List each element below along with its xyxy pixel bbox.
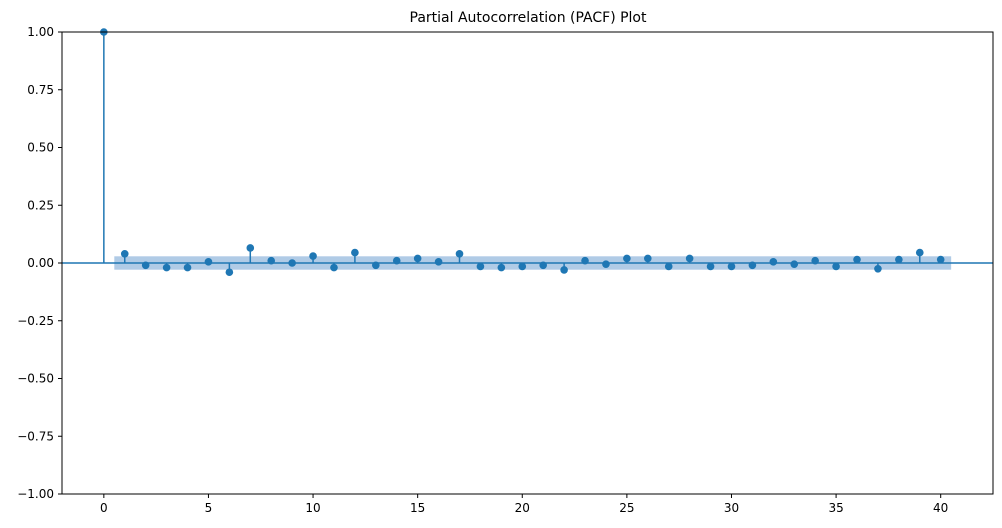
pacf-point [162,263,171,272]
pacf-point [225,268,234,277]
pacf-point [455,249,464,258]
y-tick-label: 0.50 [27,141,54,155]
pacf-point [372,261,380,270]
pacf-point [769,258,778,266]
pacf-point [874,264,882,273]
pacf-point [936,255,945,264]
pacf-point [727,262,736,271]
x-tick-label: 35 [828,501,843,515]
y-tick-label: 1.00 [27,25,54,39]
pacf-point [560,266,568,274]
x-tick-label: 40 [933,501,948,515]
y-tick-label: −0.50 [17,372,54,386]
pacf-point [853,255,861,264]
pacf-point [895,255,903,264]
pacf-point [330,263,338,272]
pacf-point [811,256,819,265]
pacf-point [623,254,631,263]
pacf-point [643,254,652,263]
pacf-point [581,256,589,265]
pacf-point [120,249,129,258]
pacf-point [204,258,213,266]
x-tick-label: 25 [619,501,634,515]
pacf-point [832,262,840,271]
pacf-point [685,254,694,263]
pacf-point [434,258,443,266]
pacf-point [288,259,296,267]
y-tick-label: 0.00 [27,256,54,270]
pacf-point [664,262,673,271]
x-tick-label: 0 [100,501,108,515]
pacf-point [706,262,715,271]
pacf-point [392,256,401,265]
y-tick-label: −0.75 [17,429,54,443]
x-axis: 0 5 10 15 20 25 30 35 40 [100,494,948,515]
pacf-point [915,248,924,257]
x-tick-label: 30 [724,501,739,515]
pacf-point [602,260,610,268]
x-tick-label: 20 [515,501,530,515]
y-tick-label: 0.25 [27,198,54,212]
pacf-point [413,254,422,263]
y-axis: −1.00 −0.75 −0.50 −0.25 0.00 0.25 0.50 0.75 1.00 [17,25,62,501]
pacf-point [141,261,150,270]
pacf-point [183,263,192,272]
pacf-point [539,261,547,270]
x-tick-label: 15 [410,501,425,515]
pacf-point [267,256,276,265]
pacf-point [518,262,527,271]
plot-area [62,28,993,277]
y-tick-label: 0.75 [27,83,54,97]
pacf-point [309,252,317,260]
pacf-point [748,261,757,270]
y-tick-label: −1.00 [17,487,54,501]
pacf-point [476,262,485,271]
pacf-point [497,263,506,272]
chart-title: Partial Autocorrelation (PACF) Plot [410,10,647,26]
pacf-point [790,260,799,268]
y-tick-label: −0.25 [17,314,54,328]
x-tick-label: 5 [205,501,213,515]
pacf-point [351,248,359,257]
x-tick-label: 10 [305,501,320,515]
pacf-point [246,244,255,252]
